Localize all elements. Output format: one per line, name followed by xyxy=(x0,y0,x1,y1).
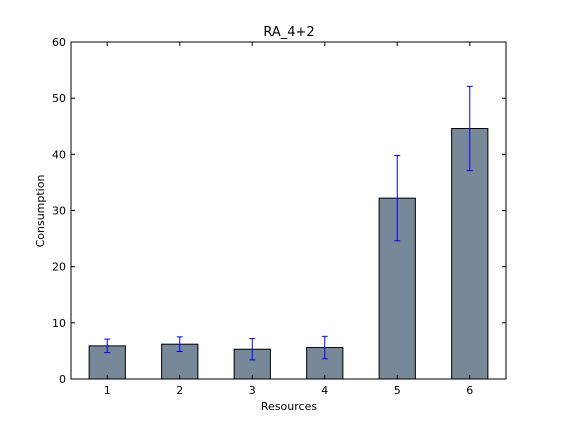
x-tick-label-6: 6 xyxy=(466,384,473,397)
plot-frame xyxy=(70,41,507,380)
x-tick-label-4: 4 xyxy=(321,384,328,397)
x-tick-label-3: 3 xyxy=(249,384,256,397)
bar-5 xyxy=(378,197,416,380)
x-tick-label-1: 1 xyxy=(104,384,111,397)
y-axis-label: Consumption xyxy=(34,175,47,248)
y-tick-label-60: 60 xyxy=(52,36,66,49)
x-tick-label-5: 5 xyxy=(394,384,401,397)
y-tick-label-0: 0 xyxy=(59,373,66,386)
y-tick-label-30: 30 xyxy=(52,205,66,218)
x-axis-label: Resources xyxy=(261,400,317,413)
x-tick-label-2: 2 xyxy=(176,384,183,397)
y-tick-label-50: 50 xyxy=(52,92,66,105)
y-tick-label-10: 10 xyxy=(52,317,66,330)
y-tick-label-20: 20 xyxy=(52,261,66,274)
chart-title: RA_4+2 xyxy=(263,25,314,40)
y-tick-label-40: 40 xyxy=(52,148,66,161)
